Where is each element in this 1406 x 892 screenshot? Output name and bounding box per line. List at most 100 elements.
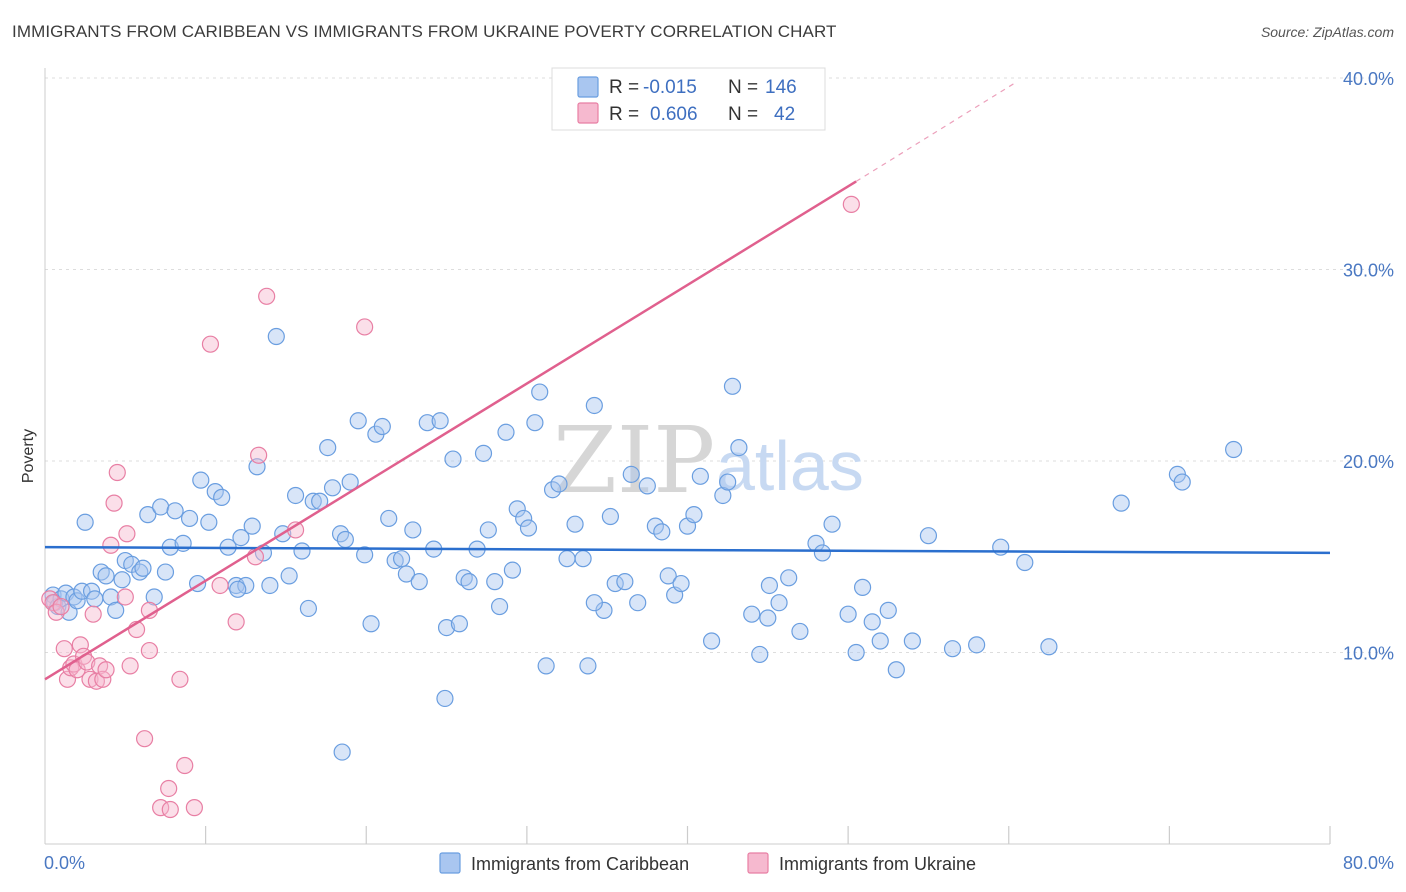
ukraine-point-42 xyxy=(842,195,860,213)
ukraine-point-34 xyxy=(201,335,220,353)
caribbean-point-28 xyxy=(180,509,199,528)
caribbean-point-85 xyxy=(531,383,549,401)
ukraine-point-4 xyxy=(55,640,73,658)
bottom-legend-label-caribbean: Immigrants from Caribbean xyxy=(471,854,689,874)
y-tick-labels: 10.0% 20.0% 30.0% 40.0% xyxy=(1343,69,1394,664)
caribbean-point-7 xyxy=(68,592,86,610)
y-tick-label-20: 20.0% xyxy=(1343,452,1394,472)
ukraine-point-21 xyxy=(118,525,136,543)
ukraine-point-29 xyxy=(161,800,179,819)
caribbean-point-22 xyxy=(145,588,163,606)
caribbean-point-24 xyxy=(156,563,175,581)
caribbean-point-122 xyxy=(823,515,841,533)
caribbean-point-129 xyxy=(887,661,905,679)
caribbean-point-113 xyxy=(730,438,748,457)
source-credit: Source: ZipAtlas.com xyxy=(1260,24,1394,40)
caribbean-point-86 xyxy=(537,657,555,675)
caribbean-point-11 xyxy=(86,590,104,608)
ukraine-point-31 xyxy=(171,670,189,688)
caribbean-point-124 xyxy=(847,643,865,662)
ukraine-point-17 xyxy=(97,661,115,679)
chart-title: IMMIGRANTS FROM CARIBBEAN VS IMMIGRANTS … xyxy=(12,22,837,41)
caribbean-point-101 xyxy=(646,517,664,535)
watermark-zip: ZIP xyxy=(553,407,715,514)
caribbean-point-15 xyxy=(107,601,125,619)
legend-swatch-caribbean xyxy=(577,76,599,98)
caribbean-point-44 xyxy=(280,567,298,585)
ukraine-point-38 xyxy=(250,446,268,464)
caribbean-point-16 xyxy=(113,571,131,589)
caribbean-point-134 xyxy=(992,538,1010,556)
legend-n-label-2: N = xyxy=(728,104,758,125)
caribbean-point-46 xyxy=(293,542,311,560)
caribbean-point-59 xyxy=(373,417,391,436)
caribbean-point-81 xyxy=(508,500,526,518)
caribbean-point-51 xyxy=(323,479,342,497)
ukraine-point-30 xyxy=(160,779,178,798)
ukraine-point-41 xyxy=(356,318,374,336)
caribbean-point-130 xyxy=(903,632,921,650)
caribbean-point-66 xyxy=(418,414,436,432)
caribbean-point-38 xyxy=(243,517,261,535)
x-tick-label-max: 80.0% xyxy=(1343,853,1394,873)
legend: R = -0.015 N = 146 R = 0.606 N = 42 xyxy=(551,67,826,131)
caribbean-point-145 xyxy=(229,580,247,598)
y-tick-label-40: 40.0% xyxy=(1343,69,1394,89)
y-tick-label-30: 30.0% xyxy=(1343,261,1394,281)
caribbean-point-100 xyxy=(638,477,656,495)
x-ticks xyxy=(205,826,1331,844)
ukraine-point-26 xyxy=(140,641,159,660)
caribbean-point-102 xyxy=(653,523,671,541)
ukraine-point-35 xyxy=(211,576,229,595)
trend-lines xyxy=(44,81,1331,681)
ukraine-point-12 xyxy=(81,670,99,688)
caribbean-point-136 xyxy=(1040,638,1058,656)
caribbean-point-47 xyxy=(299,599,318,618)
y-axis-label: Poverty xyxy=(20,429,37,483)
caribbean-point-127 xyxy=(871,632,889,650)
ukraine-point-39 xyxy=(258,287,276,305)
x-tick-label-min: 0.0% xyxy=(44,853,85,873)
caribbean-point-9 xyxy=(76,513,94,531)
caribbean-point-116 xyxy=(760,576,779,595)
caribbean-point-75 xyxy=(474,444,493,462)
ukraine-point-3 xyxy=(52,597,70,616)
caribbean-point-93 xyxy=(585,396,603,415)
caribbean-point-37 xyxy=(237,576,255,595)
ukraine-points xyxy=(41,195,860,819)
caribbean-point-126 xyxy=(863,613,881,631)
legend-n-value-1: 146 xyxy=(765,77,797,98)
caribbean-point-97 xyxy=(616,573,634,591)
caribbean-point-42 xyxy=(267,327,285,346)
caribbean-point-144 xyxy=(585,594,603,612)
caribbean-point-26 xyxy=(166,502,184,520)
caribbean-point-41 xyxy=(261,576,279,595)
caribbean-point-110 xyxy=(714,486,732,505)
legend-swatch-ukraine xyxy=(577,102,599,124)
caribbean-point-20 xyxy=(134,559,152,577)
caribbean-point-32 xyxy=(206,483,224,501)
legend-n-label-1: N = xyxy=(728,77,758,98)
caribbean-point-45 xyxy=(286,486,305,505)
caribbean-point-111 xyxy=(719,473,737,491)
caribbean-point-131 xyxy=(919,527,938,545)
ukraine-point-16 xyxy=(94,670,112,688)
caribbean-point-83 xyxy=(519,519,538,537)
caribbean-point-95 xyxy=(601,507,620,526)
caribbean-point-103 xyxy=(659,567,677,585)
watermark-atlas: atlas xyxy=(716,427,864,505)
caribbean-point-141 xyxy=(333,743,351,761)
caribbean-point-90 xyxy=(566,515,584,533)
caribbean-point-71 xyxy=(450,615,469,633)
caribbean-point-60 xyxy=(380,509,398,528)
ukraine-point-19 xyxy=(105,494,123,512)
caribbean-point-108 xyxy=(691,467,709,485)
caribbean-point-135 xyxy=(1016,553,1034,572)
caribbean-point-91 xyxy=(574,550,592,568)
caribbean-point-118 xyxy=(780,569,798,587)
ukraine-point-22 xyxy=(116,588,134,606)
caribbean-point-33 xyxy=(213,488,231,506)
caribbean-point-50 xyxy=(319,438,337,457)
caribbean-point-88 xyxy=(550,475,568,493)
caribbean-point-137 xyxy=(1112,494,1130,512)
